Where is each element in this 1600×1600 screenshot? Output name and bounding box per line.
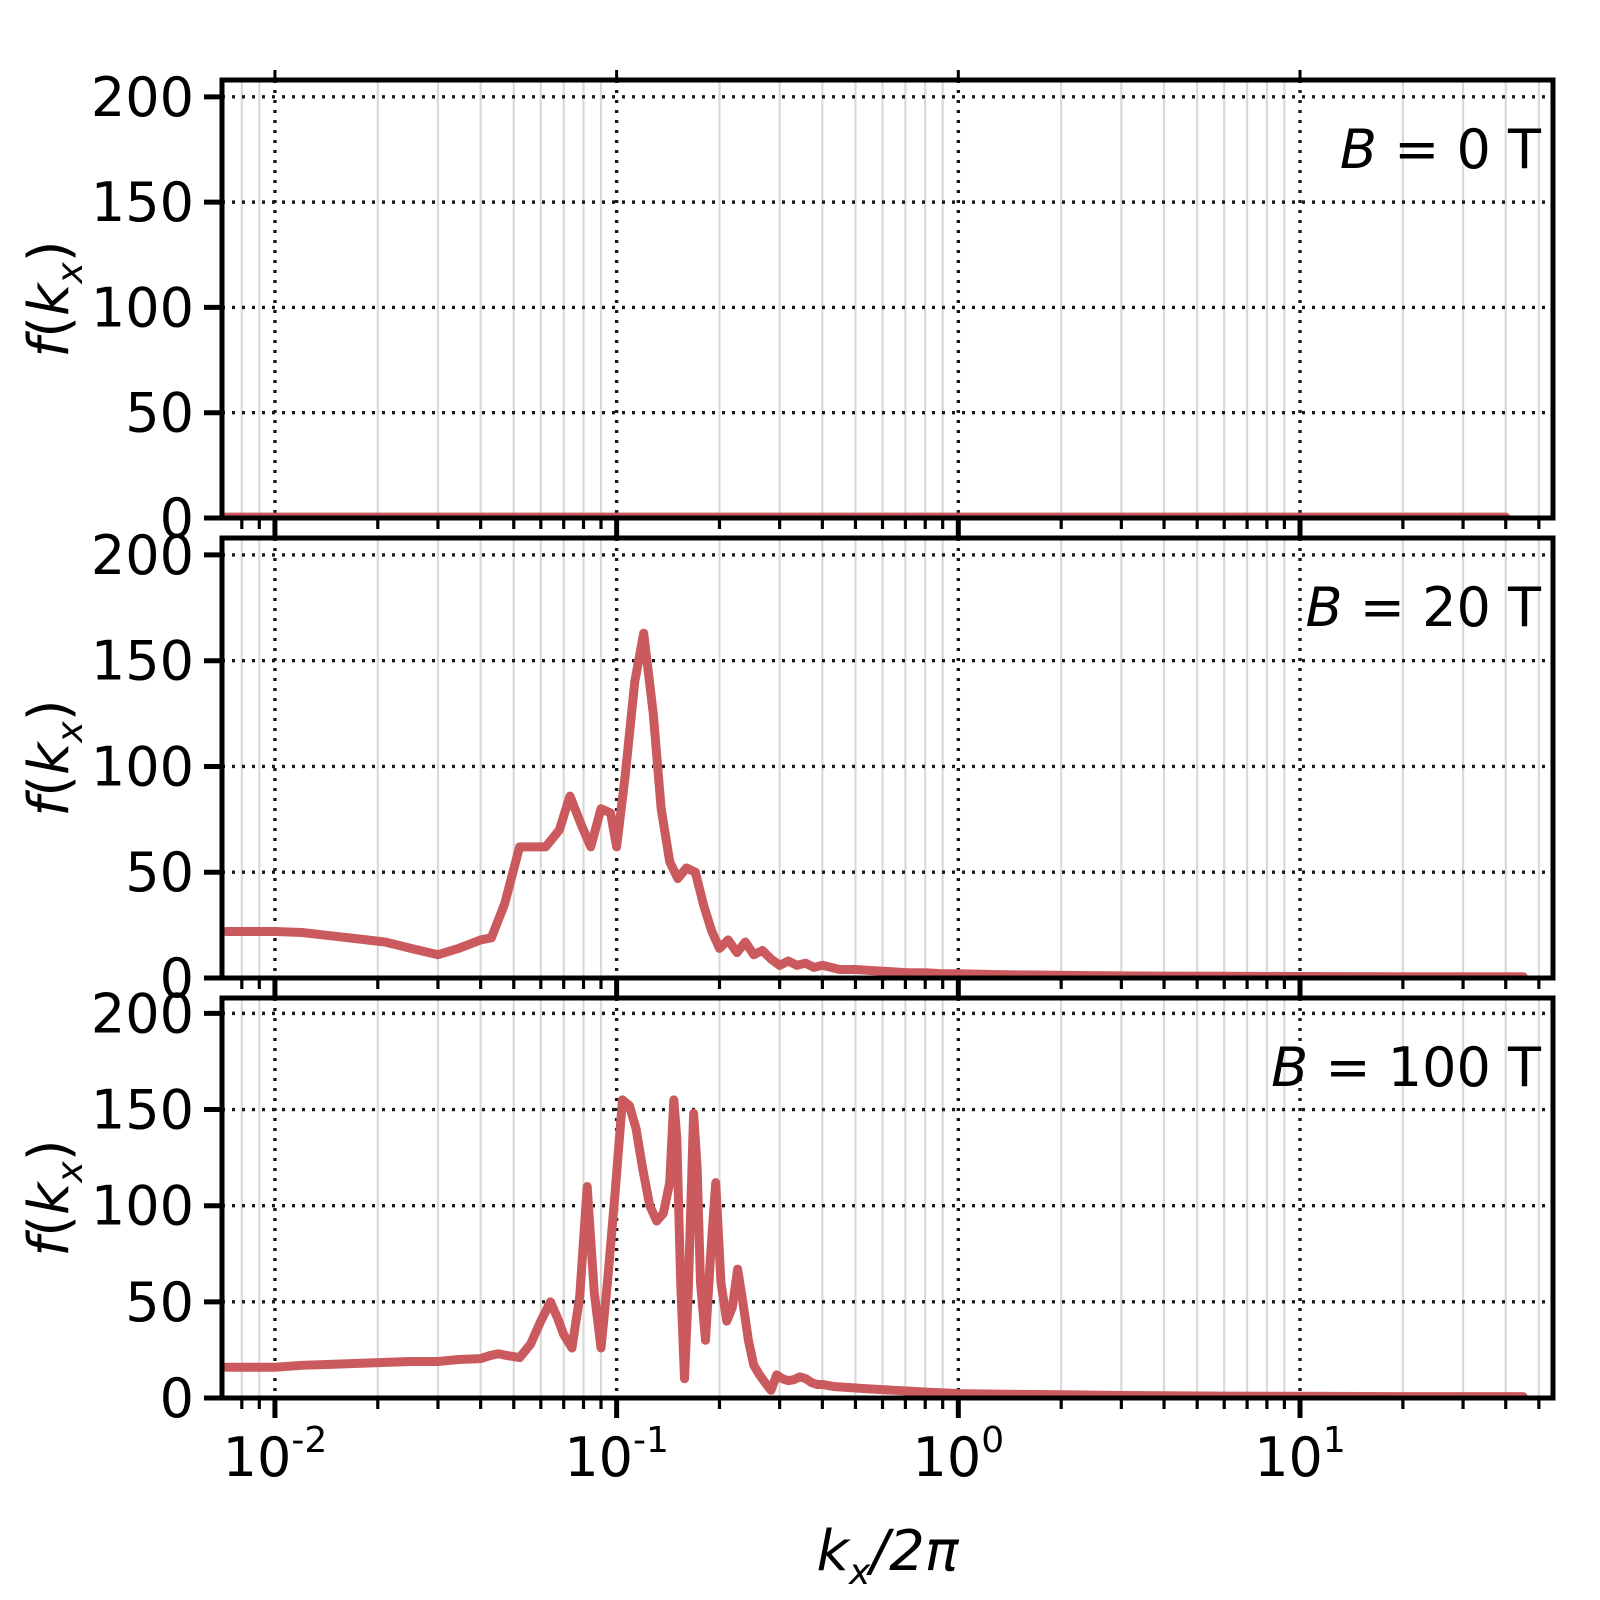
panel-2	[204, 988, 1556, 1418]
panel-background	[222, 998, 1553, 1398]
panel-frame	[219, 535, 1556, 981]
y-axis-label: f(kx)	[17, 1139, 91, 1256]
ytick-label: 200	[91, 982, 194, 1045]
ytick-label: 150	[91, 171, 194, 234]
ytick-label: 150	[91, 1079, 194, 1142]
y-axis-label: f(kx)	[17, 240, 91, 357]
ytick-label: 200	[91, 66, 194, 129]
panel-1	[204, 528, 1556, 998]
panel-background	[222, 538, 1553, 978]
x-axis-label: kx/2π	[817, 1519, 960, 1593]
ytick-label: 0	[160, 1367, 194, 1430]
label-group: 0 50 100 150 200 f(kx) B = 0 T 0 50 100 150 200 f(kx…	[17, 66, 1542, 1593]
ytick-label: 150	[91, 630, 194, 693]
ytick-label: 100	[91, 276, 194, 339]
xtick-label: 10-1	[564, 1420, 669, 1489]
ytick-label: 200	[91, 524, 194, 587]
panel-frame	[219, 77, 1556, 521]
xtick-label: 100	[913, 1420, 1005, 1489]
ytick-label: 0	[160, 487, 194, 550]
panel-background	[222, 80, 1553, 518]
panel-0	[204, 70, 1556, 538]
xtick-label: 10-2	[223, 1420, 328, 1489]
xtick-label: 101	[1254, 1420, 1346, 1489]
ytick-label: 0	[160, 947, 194, 1010]
data-line-panel-2	[222, 1095, 1528, 1398]
panel-annotation-label: B = 20 T	[1306, 576, 1543, 639]
ytick-label: 50	[125, 382, 194, 445]
ytick-label: 50	[125, 1271, 194, 1334]
panel-frame	[219, 995, 1556, 1401]
panel-group	[204, 70, 1556, 1418]
panel-annotation-label: B = 100 T	[1271, 1036, 1542, 1099]
ytick-label: 50	[125, 841, 194, 904]
ytick-label: 100	[91, 1175, 194, 1238]
ytick-label: 100	[91, 735, 194, 798]
y-axis-label: f(kx)	[17, 699, 91, 816]
data-line-panel-1	[222, 628, 1528, 978]
panel-annotation-label: B = 0 T	[1340, 118, 1542, 181]
